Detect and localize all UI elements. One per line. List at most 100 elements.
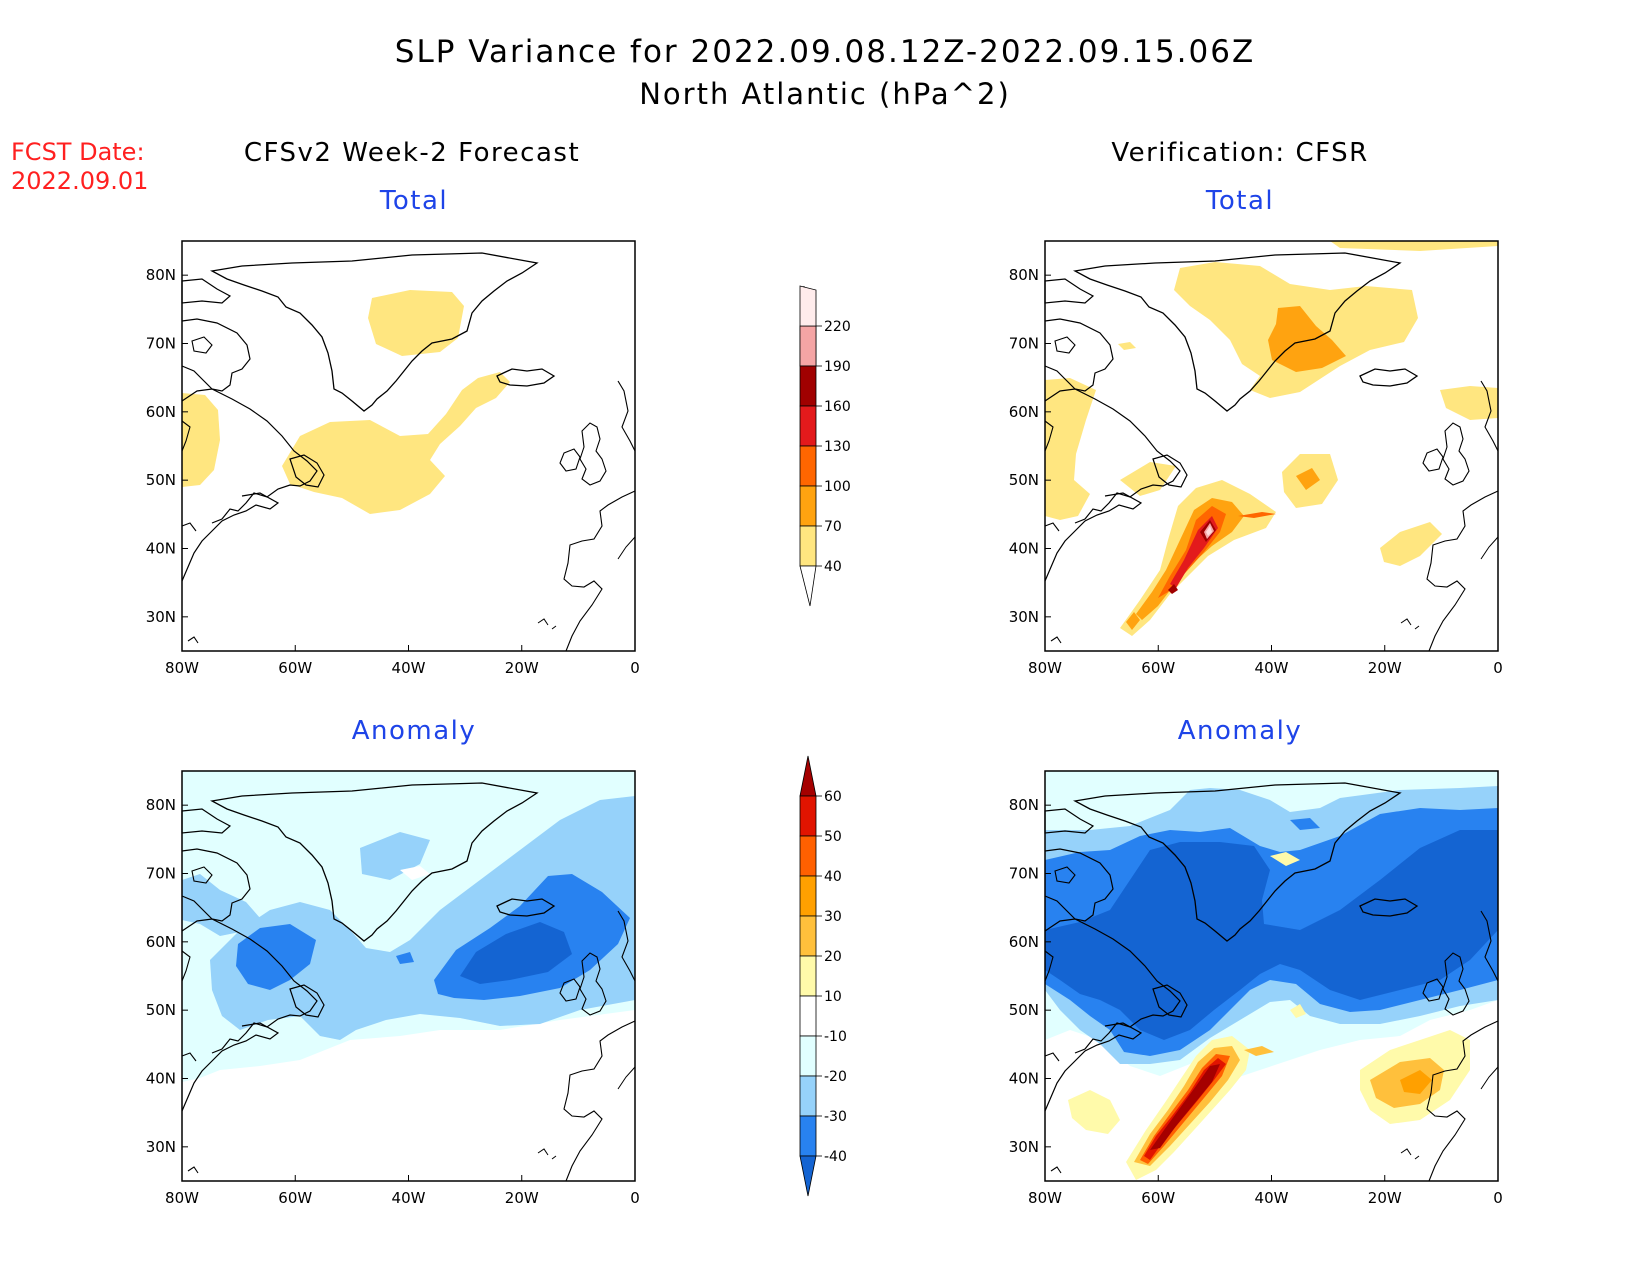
colorbar-label: -40 <box>824 1149 847 1165</box>
contour-minus30 <box>396 952 414 964</box>
lon-tick-label: 60W <box>1141 659 1175 677</box>
colorbar-label: 160 <box>824 399 851 415</box>
contour-plus30 <box>1400 1070 1432 1094</box>
lat-tick-label: 60N <box>1009 403 1039 421</box>
contour-100 <box>1238 512 1276 518</box>
lon-tick-label: 0 <box>630 659 640 677</box>
contour-70 <box>1268 306 1346 372</box>
colorbar-label: 50 <box>824 829 842 845</box>
lon-tick-label: 80W <box>1028 1189 1062 1207</box>
colorbar-swatch-50-60 <box>799 795 817 837</box>
forecast-anomaly-map <box>181 770 636 1182</box>
lon-tick-label: 60W <box>278 1189 312 1207</box>
axes-layer: 80N 70N 60N 50N 40N 30N 80W 60W 40W 20W 0 80N 70N 60N… <box>146 266 1503 1207</box>
colorbar-swatch-190 <box>799 325 817 367</box>
lat-tick-label: 70N <box>146 865 176 883</box>
contour-40 <box>1120 462 1176 496</box>
colorbar-label: 40 <box>824 559 842 575</box>
forecast-anomaly-label: Anomaly <box>351 716 477 746</box>
forecast-total-map <box>181 240 636 652</box>
lat-tick-label: 40N <box>146 1070 176 1088</box>
lat-tick-label: 40N <box>146 540 176 558</box>
lat-tick-label: 80N <box>146 266 176 284</box>
contour-40 <box>1330 241 1498 251</box>
contour-40 <box>1045 378 1096 520</box>
colorbar-label: -10 <box>824 1029 847 1045</box>
lat-tick-label: 60N <box>146 403 176 421</box>
lat-tick-label: 50N <box>1009 1001 1039 1019</box>
lon-tick-label: 60W <box>278 659 312 677</box>
verification-total-map <box>1044 240 1499 652</box>
lat-tick-label: 80N <box>1009 796 1039 814</box>
contour-40 <box>1440 386 1498 420</box>
lon-tick-label: 60W <box>1141 1189 1175 1207</box>
lat-tick-label: 70N <box>1009 335 1039 353</box>
lat-tick-label: 70N <box>1009 865 1039 883</box>
forecast-date-caption: FCST Date: <box>11 138 145 166</box>
colorbar-swatch-30-40 <box>799 875 817 917</box>
lat-tick-label: 80N <box>146 796 176 814</box>
lat-tick-label: 50N <box>146 471 176 489</box>
right-column-title: Verification: CFSR <box>1111 138 1369 168</box>
verification-total-label: Total <box>1205 186 1275 216</box>
lon-tick-label: 0 <box>1493 1189 1503 1207</box>
contour-220 <box>1206 526 1212 536</box>
lon-tick-label: 20W <box>1368 1189 1402 1207</box>
lon-tick-label: 40W <box>392 1189 426 1207</box>
colorbar-label: 10 <box>824 989 842 1005</box>
contour-plus10 <box>1290 1004 1306 1018</box>
contour-70 <box>1296 468 1320 490</box>
contour-plus10 <box>1068 1090 1120 1134</box>
colorbar-label: -30 <box>824 1109 847 1125</box>
lat-tick-label: 60N <box>146 933 176 951</box>
lon-tick-label: 40W <box>1255 659 1289 677</box>
lon-tick-label: 20W <box>505 1189 539 1207</box>
colorbar-swatch-minus20-minus30 <box>799 1075 817 1117</box>
forecast-date-value: 2022.09.01 <box>11 167 149 195</box>
lon-tick-label: 40W <box>392 659 426 677</box>
lat-tick-label: 30N <box>146 1138 176 1156</box>
colorbar-swatch-40-50 <box>799 835 817 877</box>
colorbar-label: 220 <box>824 319 851 335</box>
colorbar-swatch-neutral <box>799 995 817 1037</box>
colorbar-swatch-10-20 <box>799 955 817 997</box>
colorbar-swatch-70 <box>799 485 817 527</box>
lat-tick-label: 70N <box>146 335 176 353</box>
colorbar-label: 70 <box>824 519 842 535</box>
colorbar-swatch-minus30-minus40 <box>799 1115 817 1157</box>
lon-tick-label: 0 <box>630 1189 640 1207</box>
contour-plus20 <box>1244 1046 1274 1056</box>
forecast-date-label: FCST Date: 2022.09.01 <box>11 138 148 196</box>
contour-plus60 <box>1150 1064 1220 1150</box>
lat-tick-label: 50N <box>146 1001 176 1019</box>
contour-neutral <box>400 866 430 880</box>
lat-tick-label: 40N <box>1009 540 1039 558</box>
colorbar-swatch-above-60 <box>799 755 817 797</box>
contour-minus30 <box>236 924 316 990</box>
lat-tick-label: 50N <box>1009 471 1039 489</box>
contour-40 <box>1118 342 1136 350</box>
colorbar-swatch-40 <box>799 525 817 567</box>
colorbar-label: 100 <box>824 479 851 495</box>
colorbar-swatch-below-minus40 <box>799 1155 817 1197</box>
lon-tick-label: 20W <box>505 659 539 677</box>
colorbar-label: 40 <box>824 869 842 885</box>
chart-subtitle: North Atlantic (hPa^2) <box>639 77 1011 111</box>
contour-70 <box>1126 612 1140 630</box>
contour-40 <box>182 393 220 487</box>
colorbar-label: -20 <box>824 1069 847 1085</box>
lat-tick-label: 30N <box>1009 1138 1039 1156</box>
contour-minus40 <box>460 922 572 984</box>
verification-anomaly-label: Anomaly <box>1177 716 1303 746</box>
colorbar-label: 190 <box>824 359 851 375</box>
contour-40 <box>1380 522 1442 566</box>
colorbar-swatch-130 <box>799 405 817 447</box>
forecast-total-label: Total <box>379 186 449 216</box>
colorbar-label: 60 <box>824 789 842 805</box>
colorbar-swatch-20-30 <box>799 915 817 957</box>
colorbar-label: 130 <box>824 439 851 455</box>
lon-tick-label: 80W <box>1028 659 1062 677</box>
contour-plus10 <box>1270 852 1300 866</box>
colorbar-label: 20 <box>824 949 842 965</box>
